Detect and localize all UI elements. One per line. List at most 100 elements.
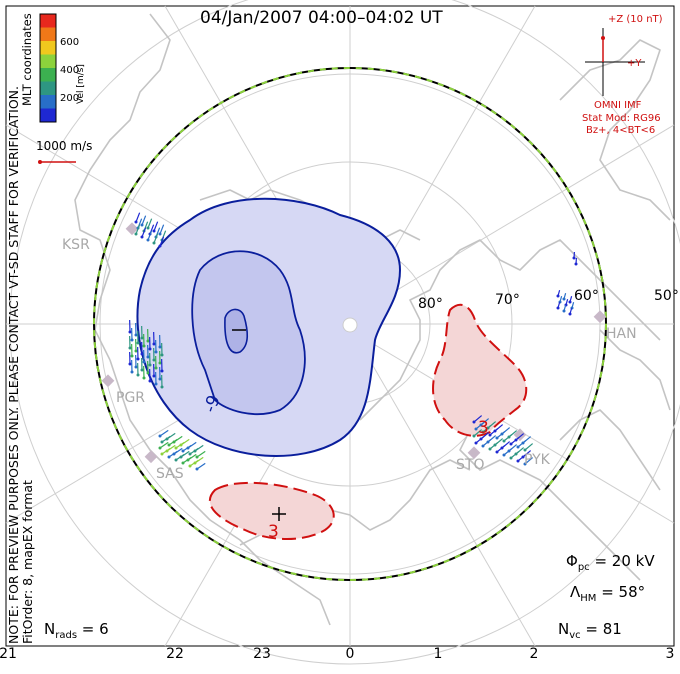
radar-label-pgr: PGR (116, 390, 146, 406)
velocity-vector (173, 435, 183, 443)
negative-cell-inner (224, 308, 249, 354)
velocity-vector-origin (500, 446, 504, 450)
velocity-vector (515, 433, 525, 441)
velocity-vector (187, 453, 197, 461)
mlt-tick-22: 22 (166, 646, 184, 662)
velocity-vector-origin (481, 444, 485, 448)
velocity-vector (473, 429, 483, 437)
velocity-vector (180, 438, 190, 446)
velocity-vector-origin (493, 429, 497, 433)
velocity-vector (194, 444, 204, 452)
velocity-vector-origin (474, 427, 478, 431)
velocity-vector (196, 462, 206, 470)
latitude-label-70: 70° (495, 292, 520, 308)
velocity-vector-origin (479, 437, 483, 441)
velocity-vector-origin (128, 362, 132, 366)
velocity-vector (524, 443, 534, 451)
coastline-europe (559, 329, 671, 491)
velocity-vector-origin (134, 220, 138, 224)
velocity-vector-origin (472, 434, 476, 438)
hmb-latitude: ΛHM = 58° (570, 583, 646, 604)
pole-marker (342, 317, 358, 333)
velocity-vector-origin (516, 445, 520, 449)
velocity-vector-origin (179, 443, 183, 447)
velocity-vector (159, 224, 165, 235)
velocity-vector-origin (128, 330, 132, 334)
velocity-vector (159, 236, 165, 247)
colorbar-segment (40, 108, 56, 123)
velocity-vector-origin (146, 339, 150, 343)
colorbar-segment (40, 95, 56, 109)
mlt-tick-0: 0 (345, 646, 355, 662)
velocity-vector-origin (572, 256, 576, 260)
velocity-vector (522, 436, 532, 444)
negative-cell-middle (191, 250, 306, 415)
velocity-vector-origin (152, 241, 156, 245)
velocity-vector-origin (495, 436, 499, 440)
velocity-vector-origin (181, 461, 185, 465)
velocity-vector-origin (186, 446, 190, 450)
coastline-siberia (74, 13, 171, 361)
radar-site-ksr (125, 222, 139, 236)
positive-cell-dawn (432, 303, 528, 437)
imf-vector-head (601, 36, 605, 40)
preview-note: NOTE: FOR PREVIEW PURPOSES ONLY. PLEASE … (6, 86, 21, 644)
velocity-vector-origin (521, 455, 525, 459)
velocity-vector-origin (140, 352, 144, 356)
colorbar-tick-400: 400 (60, 65, 80, 76)
positive-contour-label-dawn: 3 (478, 418, 489, 438)
heppner-maynard-boundary-dash (93, 67, 607, 581)
velocity-vector-origin (186, 458, 190, 462)
latitude-label-50: 50° (654, 288, 679, 304)
radar-label-han: HAN (606, 326, 637, 342)
velocity-vector-origin (165, 437, 169, 441)
cross-polar-potential-value: 20 kV (611, 552, 655, 570)
latitude-label-60: 60° (574, 288, 599, 304)
velocity-vector-origin (146, 371, 150, 375)
mlt-axis: 21 22 23 0 1 2 3 (0, 646, 680, 670)
velocity-vector-origin (562, 309, 566, 313)
velocity-vector-origin (488, 433, 492, 437)
velocity-vector-origin (172, 440, 176, 444)
velocity-vector-origin (507, 449, 511, 453)
map-title: 04/Jan/2007 04:00–04:02 UT (200, 8, 443, 28)
velocity-vector (153, 233, 159, 244)
velocity-vector-origin (134, 349, 138, 353)
velocity-vector-origin (481, 430, 485, 434)
velocity-vector-origin (158, 232, 162, 236)
colorbar-segment (40, 68, 56, 82)
velocity-vector-origin (509, 442, 513, 446)
radar-label-sto: STO (456, 457, 485, 473)
velocity-vector (194, 456, 204, 464)
velocity-vector (480, 432, 490, 440)
velocity-vectors (128, 212, 578, 471)
velocity-vector-origin (174, 446, 178, 450)
radar-label-ksr: KSR (62, 237, 90, 253)
velocity-vector-origin (134, 333, 138, 337)
velocity-vector (524, 457, 534, 465)
velocity-vector-origin (152, 229, 156, 233)
velocity-vector-origin (479, 423, 483, 427)
velocity-vector-origin (154, 382, 158, 386)
imf-z-label: +Z (10 nT) (608, 14, 663, 25)
velocity-vector-origin (160, 353, 164, 357)
velocity-vector-origin (136, 357, 140, 361)
radar-label-pyk: PYK (524, 452, 550, 468)
fit-order-note: FitOrder: 8, mapEX format (20, 480, 35, 644)
velocity-vector-origin (502, 439, 506, 443)
imf-model: Stat Mod: RG96 (582, 113, 661, 124)
velocity-vector (501, 427, 511, 435)
radar-count-value: 6 (99, 620, 109, 638)
mlt-tick-2: 2 (529, 646, 539, 662)
velocity-vector-origin (474, 441, 478, 445)
velocity-vector-origin (523, 448, 527, 452)
velocity-vector-origin (562, 297, 566, 301)
colorbar-frame (39, 13, 57, 123)
velocity-vector (147, 218, 153, 229)
velocity-vector-origin (134, 365, 138, 369)
velocity-vector-origin (134, 232, 138, 236)
velocity-vector (147, 230, 153, 241)
velocity-vector (515, 447, 525, 455)
velocity-vector-origin (507, 435, 511, 439)
